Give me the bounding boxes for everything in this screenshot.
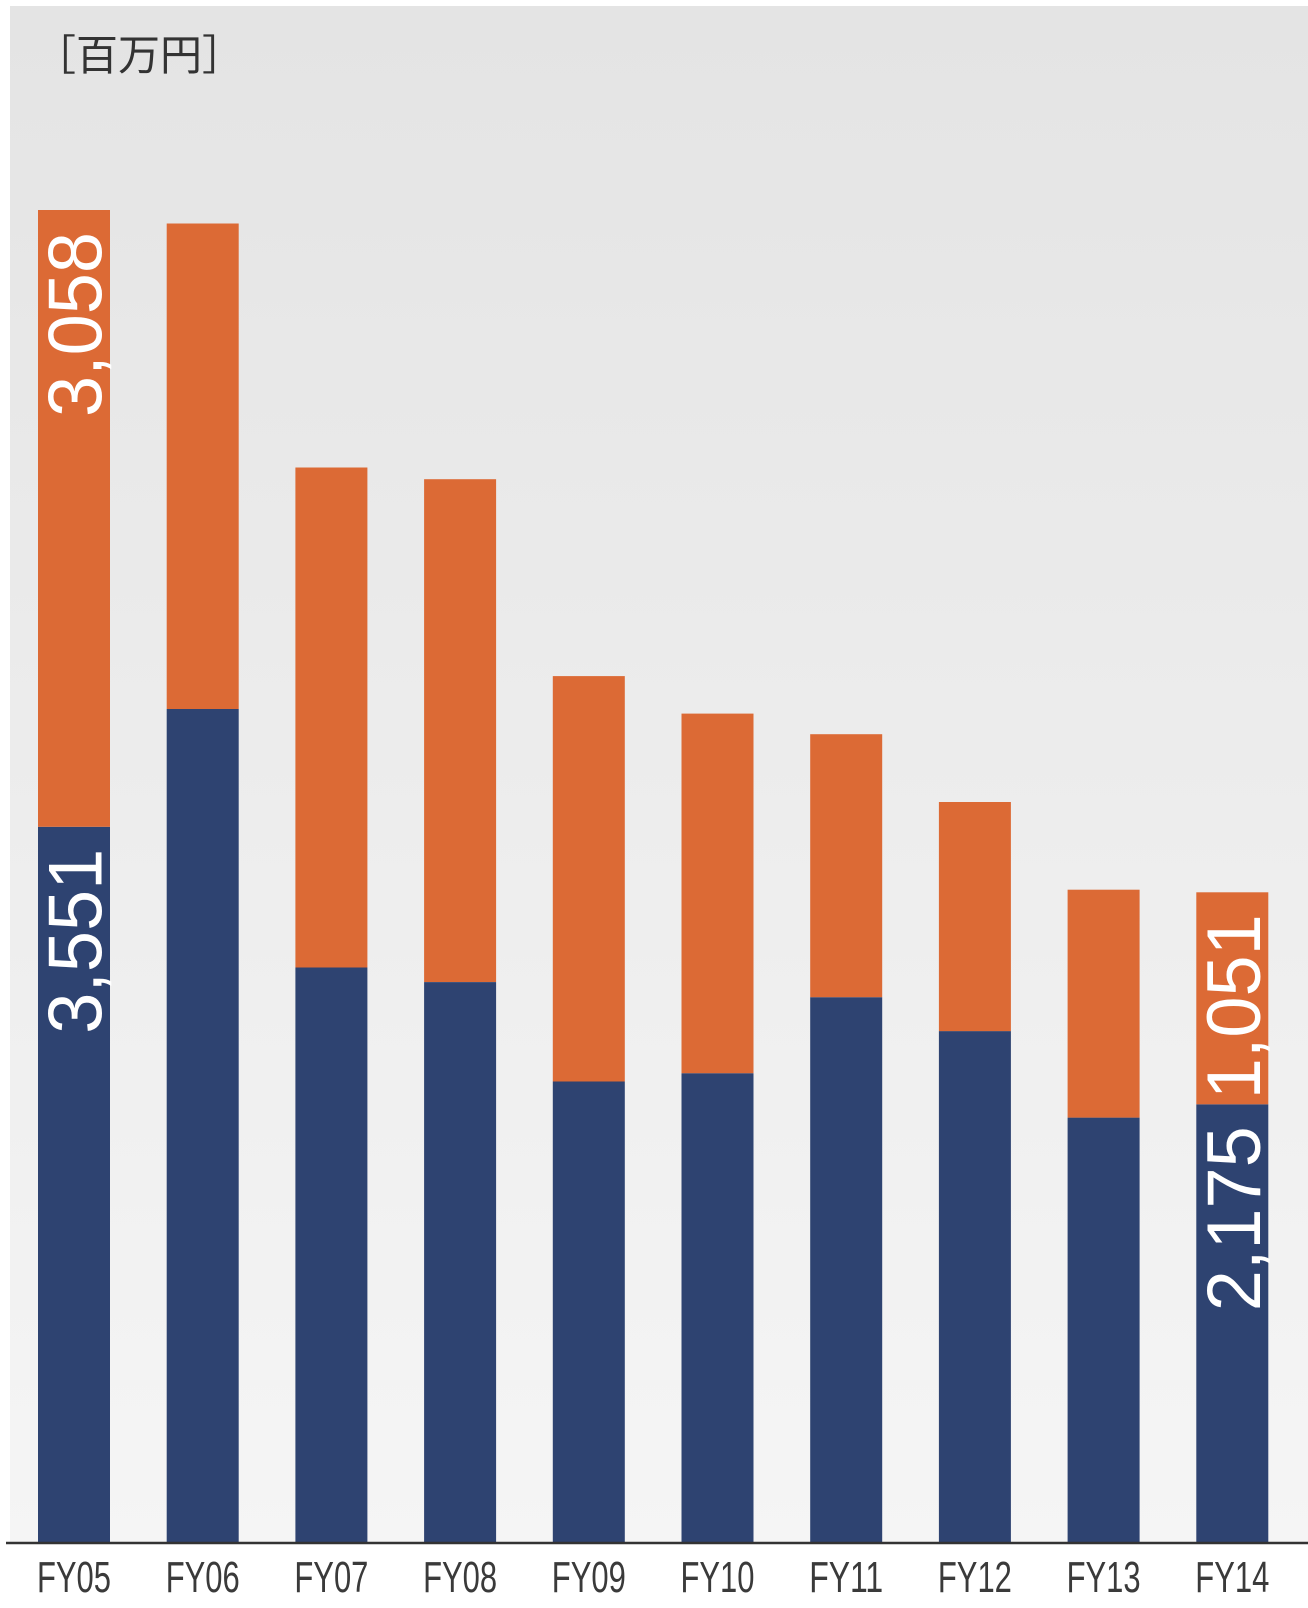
data-label-fy14-s0: 2,175 [1192,1126,1277,1311]
x-tick-labels: FY05 FY06 FY07 FY08 FY09 FY10 FY11 FY12 FY13 FY14 [37,1553,1269,1602]
bar-segment-fy05-s1 [38,210,110,827]
data-labels-layer: 3,551 3,058 2,175 1,051 [34,232,1277,1311]
data-label-fy14-s1: 1,051 [1192,914,1277,1099]
bar-segment-fy14-s0 [1196,1104,1269,1543]
bar-segment-fy10-s1 [681,713,754,1074]
x-tick-label-fy12: FY12 [938,1553,1012,1602]
bar-segment-fy06-s0 [166,709,239,1543]
bar-segment-fy07-s0 [295,967,368,1543]
unit-label: ［百万円］ [34,31,244,80]
bar-segment-fy11-s0 [810,997,883,1543]
bar-segment-fy12-s1 [938,802,1011,1032]
bar-segment-fy11-s1 [810,734,883,998]
x-tick-label-fy07: FY07 [294,1553,368,1602]
bar-segment-fy06-s1 [166,223,239,709]
bar-segment-fy13-s0 [1067,1117,1140,1543]
x-tick-label-fy05: FY05 [37,1553,111,1602]
bar-segment-fy09-s1 [552,676,625,1082]
bar-segment-fy05-s0 [38,826,110,1543]
bar-segment-fy08-s1 [424,479,497,982]
x-tick-label-fy10: FY10 [681,1553,755,1602]
bar-segment-fy12-s0 [938,1031,1011,1543]
bar-segment-fy08-s0 [424,982,497,1543]
bar-segment-fy10-s0 [681,1073,754,1543]
bars-layer [38,210,1269,1543]
x-tick-label-fy11: FY11 [809,1553,883,1602]
data-label-fy05-s1: 3,058 [34,232,119,417]
bar-segment-fy13-s1 [1067,889,1140,1118]
bar-segment-fy14-s1 [1196,892,1269,1105]
bar-segment-fy07-s1 [295,467,368,968]
x-tick-label-fy14: FY14 [1195,1553,1269,1602]
x-tick-label-fy06: FY06 [166,1553,240,1602]
x-tick-label-fy09: FY09 [552,1553,626,1602]
x-tick-label-fy08: FY08 [423,1553,497,1602]
x-tick-label-fy13: FY13 [1067,1553,1141,1602]
data-label-fy05-s0: 3,551 [34,849,119,1034]
bar-segment-fy09-s0 [552,1081,625,1543]
